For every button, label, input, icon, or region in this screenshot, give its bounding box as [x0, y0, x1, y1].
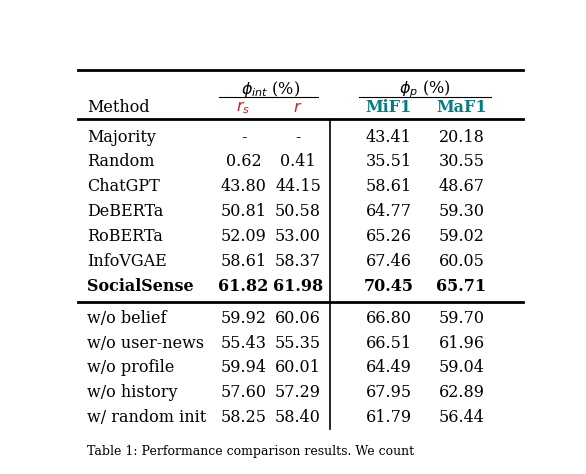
Text: 0.62: 0.62: [226, 154, 261, 171]
Text: 67.95: 67.95: [366, 384, 412, 401]
Text: 57.60: 57.60: [220, 384, 267, 401]
Text: -: -: [241, 128, 246, 146]
Text: 53.00: 53.00: [275, 228, 321, 245]
Text: Table 1: Performance comparison results. We count: Table 1: Performance comparison results.…: [87, 445, 414, 458]
Text: 64.77: 64.77: [366, 203, 412, 220]
Text: 58.40: 58.40: [275, 409, 321, 426]
Text: Majority: Majority: [87, 128, 156, 146]
Text: 61.96: 61.96: [438, 335, 485, 352]
Text: 59.30: 59.30: [438, 203, 485, 220]
Text: 59.94: 59.94: [220, 359, 267, 376]
Text: $\phi_{p}$ (%): $\phi_{p}$ (%): [400, 78, 451, 100]
Text: 58.61: 58.61: [366, 178, 412, 195]
Text: InfoVGAE: InfoVGAE: [87, 253, 166, 270]
Text: MiF1: MiF1: [366, 100, 412, 117]
Text: DeBERTa: DeBERTa: [87, 203, 163, 220]
Text: Method: Method: [87, 100, 149, 117]
Text: 55.43: 55.43: [220, 335, 267, 352]
Text: 66.80: 66.80: [366, 310, 412, 327]
Text: 59.92: 59.92: [220, 310, 267, 327]
Text: 20.18: 20.18: [438, 128, 485, 146]
Text: 0.41: 0.41: [280, 154, 316, 171]
Text: 43.41: 43.41: [366, 128, 412, 146]
Text: 43.80: 43.80: [220, 178, 267, 195]
Text: w/o user-news: w/o user-news: [87, 335, 204, 352]
Text: 64.49: 64.49: [366, 359, 412, 376]
Text: 60.06: 60.06: [275, 310, 321, 327]
Text: 65.71: 65.71: [437, 278, 486, 294]
Text: 62.89: 62.89: [438, 384, 485, 401]
Text: SocialSense: SocialSense: [87, 278, 193, 294]
Text: 58.37: 58.37: [275, 253, 321, 270]
Text: 57.29: 57.29: [275, 384, 321, 401]
Text: 70.45: 70.45: [364, 278, 414, 294]
Text: 61.79: 61.79: [366, 409, 412, 426]
Text: 65.26: 65.26: [366, 228, 412, 245]
Text: w/ random init: w/ random init: [87, 409, 206, 426]
Text: 52.09: 52.09: [220, 228, 267, 245]
Text: 44.15: 44.15: [275, 178, 321, 195]
Text: 35.51: 35.51: [366, 154, 412, 171]
Text: 58.25: 58.25: [220, 409, 267, 426]
Text: 50.58: 50.58: [275, 203, 321, 220]
Text: 59.70: 59.70: [438, 310, 485, 327]
Text: 30.55: 30.55: [438, 154, 485, 171]
Text: 61.98: 61.98: [273, 278, 323, 294]
Text: w/o history: w/o history: [87, 384, 178, 401]
Text: -: -: [295, 128, 301, 146]
Text: 48.67: 48.67: [438, 178, 485, 195]
Text: 67.46: 67.46: [366, 253, 412, 270]
Text: 55.35: 55.35: [275, 335, 321, 352]
Text: 61.82: 61.82: [219, 278, 269, 294]
Text: Random: Random: [87, 154, 154, 171]
Text: 50.81: 50.81: [220, 203, 267, 220]
Text: 60.05: 60.05: [438, 253, 485, 270]
Text: w/o belief: w/o belief: [87, 310, 166, 327]
Text: 60.01: 60.01: [275, 359, 321, 376]
Text: 59.02: 59.02: [438, 228, 485, 245]
Text: MaF1: MaF1: [436, 100, 487, 117]
Text: 56.44: 56.44: [438, 409, 485, 426]
Text: 66.51: 66.51: [366, 335, 412, 352]
Text: w/o profile: w/o profile: [87, 359, 174, 376]
Text: $\phi_{int}$ (%): $\phi_{int}$ (%): [241, 79, 301, 99]
Text: $r_s$: $r_s$: [237, 100, 251, 117]
Text: RoBERTa: RoBERTa: [87, 228, 163, 245]
Text: 59.04: 59.04: [438, 359, 485, 376]
Text: ChatGPT: ChatGPT: [87, 178, 159, 195]
Text: 58.61: 58.61: [220, 253, 267, 270]
Text: $r$: $r$: [294, 100, 303, 117]
